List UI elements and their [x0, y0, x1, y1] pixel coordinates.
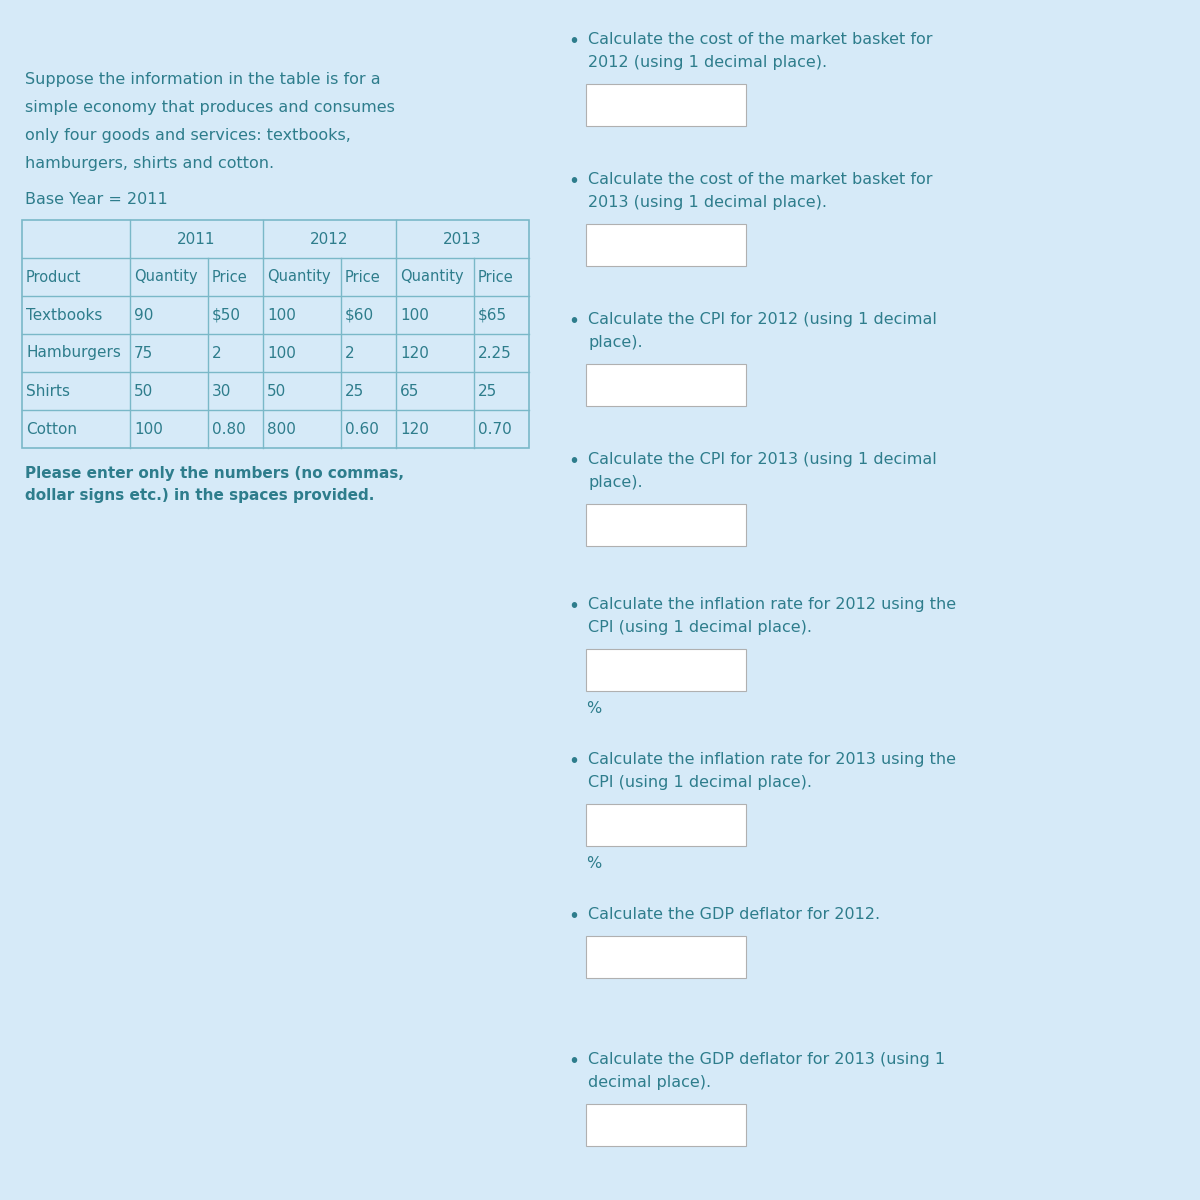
Text: 120: 120 [400, 346, 428, 360]
Text: 120: 120 [400, 421, 428, 437]
Text: Hamburgers: Hamburgers [26, 346, 121, 360]
Text: Quantity: Quantity [400, 270, 463, 284]
Text: 65: 65 [400, 384, 419, 398]
Text: Price: Price [478, 270, 514, 284]
Text: Calculate the inflation rate for 2012 using the: Calculate the inflation rate for 2012 us… [588, 596, 956, 612]
Text: 25: 25 [478, 384, 497, 398]
Text: 100: 100 [266, 307, 296, 323]
Text: 30: 30 [212, 384, 232, 398]
Text: Price: Price [212, 270, 247, 284]
Text: hamburgers, shirts and cotton.: hamburgers, shirts and cotton. [25, 156, 274, 170]
Bar [586, 649, 746, 691]
Bar [586, 804, 746, 846]
Text: 2013: 2013 [443, 232, 482, 246]
Text: $65: $65 [478, 307, 508, 323]
Text: •: • [568, 172, 580, 191]
Text: place).: place). [588, 335, 643, 350]
Bar [548, 5, 1193, 1195]
Text: Cotton: Cotton [26, 421, 77, 437]
Text: Base Year = 2011: Base Year = 2011 [25, 192, 168, 206]
Text: •: • [568, 1052, 580, 1070]
Bar [22, 220, 529, 448]
Text: Suppose the information in the table is for a: Suppose the information in the table is … [25, 72, 380, 86]
Text: •: • [568, 596, 580, 616]
Text: 0.70: 0.70 [478, 421, 511, 437]
Text: •: • [568, 752, 580, 770]
Text: Calculate the CPI for 2013 (using 1 decimal: Calculate the CPI for 2013 (using 1 deci… [588, 452, 937, 467]
Bar [14, 40, 530, 815]
Bar [586, 1104, 746, 1146]
Text: 800: 800 [266, 421, 296, 437]
Text: 100: 100 [134, 421, 163, 437]
Text: Price: Price [346, 270, 380, 284]
Text: 50: 50 [134, 384, 154, 398]
Text: 50: 50 [266, 384, 287, 398]
Text: %: % [586, 856, 601, 871]
Text: $50: $50 [212, 307, 241, 323]
Text: 100: 100 [266, 346, 296, 360]
Text: Calculate the GDP deflator for 2012.: Calculate the GDP deflator for 2012. [588, 907, 880, 922]
Bar [586, 504, 746, 546]
Text: Calculate the GDP deflator for 2013 (using 1: Calculate the GDP deflator for 2013 (usi… [588, 1052, 946, 1067]
Text: 2011: 2011 [178, 232, 216, 246]
Text: 2012 (using 1 decimal place).: 2012 (using 1 decimal place). [588, 55, 827, 70]
Text: 100: 100 [400, 307, 428, 323]
Text: 0.80: 0.80 [212, 421, 246, 437]
Text: 2013 (using 1 decimal place).: 2013 (using 1 decimal place). [588, 194, 827, 210]
Text: CPI (using 1 decimal place).: CPI (using 1 decimal place). [588, 775, 812, 790]
Text: 0.60: 0.60 [346, 421, 379, 437]
Bar [586, 224, 746, 266]
Text: 2: 2 [346, 346, 355, 360]
Text: 25: 25 [346, 384, 365, 398]
Text: simple economy that produces and consumes: simple economy that produces and consume… [25, 100, 395, 115]
Text: dollar signs etc.) in the spaces provided.: dollar signs etc.) in the spaces provide… [25, 488, 374, 503]
Text: •: • [568, 32, 580, 50]
Text: Please enter only the numbers (no commas,: Please enter only the numbers (no commas… [25, 466, 404, 481]
Text: •: • [568, 907, 580, 926]
Text: $60: $60 [346, 307, 374, 323]
Text: CPI (using 1 decimal place).: CPI (using 1 decimal place). [588, 620, 812, 635]
Text: 90: 90 [134, 307, 154, 323]
Text: place).: place). [588, 475, 643, 490]
Text: 75: 75 [134, 346, 154, 360]
Text: %: % [586, 701, 601, 716]
Text: decimal place).: decimal place). [588, 1075, 712, 1090]
Text: •: • [568, 312, 580, 331]
Text: Calculate the CPI for 2012 (using 1 decimal: Calculate the CPI for 2012 (using 1 deci… [588, 312, 937, 326]
Text: Product: Product [26, 270, 82, 284]
Text: •: • [568, 452, 580, 470]
Bar [586, 364, 746, 406]
Text: Quantity: Quantity [266, 270, 331, 284]
Text: Calculate the inflation rate for 2013 using the: Calculate the inflation rate for 2013 us… [588, 752, 956, 767]
Text: Quantity: Quantity [134, 270, 198, 284]
Bar [586, 936, 746, 978]
Text: Calculate the cost of the market basket for: Calculate the cost of the market basket … [588, 32, 932, 47]
Text: Shirts: Shirts [26, 384, 70, 398]
Text: 2.25: 2.25 [478, 346, 511, 360]
Text: only four goods and services: textbooks,: only four goods and services: textbooks, [25, 128, 350, 143]
Text: Calculate the cost of the market basket for: Calculate the cost of the market basket … [588, 172, 932, 187]
Text: 2: 2 [212, 346, 222, 360]
Text: 2012: 2012 [311, 232, 349, 246]
Text: Textbooks: Textbooks [26, 307, 102, 323]
Bar [586, 84, 746, 126]
